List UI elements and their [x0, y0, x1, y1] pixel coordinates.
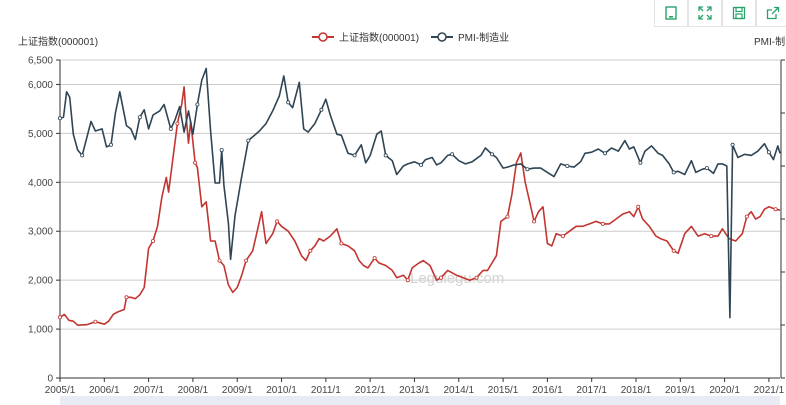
x-tick-label: 2018/1 [621, 385, 652, 396]
x-tick-label: 2017/1 [576, 385, 607, 396]
data-point-index[interactable] [193, 160, 198, 165]
data-point-pmi[interactable] [352, 153, 357, 158]
data-point-pmi[interactable] [671, 170, 676, 175]
data-point-pmi[interactable] [286, 100, 291, 105]
x-tick-label: 2013/1 [399, 385, 430, 396]
data-point-pmi[interactable] [109, 142, 114, 147]
left-axis-title: 上证指数(000001) [18, 35, 98, 48]
x-tick-label: 2009/1 [222, 385, 253, 396]
x-tick-label: 2019/1 [665, 385, 696, 396]
x-tick-label: 2008/1 [178, 385, 209, 396]
data-point-pmi[interactable] [383, 153, 388, 158]
x-tick-label: 2021/1 [754, 385, 785, 396]
data-point-pmi[interactable] [766, 150, 771, 155]
data-point-pmi[interactable] [137, 115, 142, 120]
y-tick-label: 2,000 [28, 276, 53, 287]
x-tick-label: 2010/1 [266, 385, 297, 396]
data-point-index[interactable] [636, 204, 641, 209]
grid [60, 59, 780, 330]
data-point-index[interactable] [217, 258, 222, 263]
data-view-button[interactable] [654, 0, 688, 27]
data-point-index[interactable] [671, 248, 676, 253]
data-point-pmi[interactable] [195, 102, 200, 107]
data-point-pmi[interactable] [58, 116, 63, 121]
data-point-index[interactable] [474, 275, 479, 280]
x-tick-label: 2016/1 [532, 385, 563, 396]
legend-marker-pmi [437, 32, 447, 42]
y-tick-label: 6,000 [28, 80, 53, 91]
data-point-pmi[interactable] [704, 166, 709, 171]
fullscreen-button[interactable] [688, 0, 722, 27]
data-point-index[interactable] [438, 275, 443, 280]
data-point-index[interactable] [124, 295, 129, 300]
data-view-icon [665, 6, 677, 20]
series-line-pmi [59, 67, 781, 319]
right-axis-title: PMI-制 [754, 35, 785, 48]
data-point-pmi[interactable] [219, 148, 224, 153]
series-line-index [59, 86, 781, 327]
data-point-pmi[interactable] [450, 152, 455, 157]
x-tick-label: 2020/1 [709, 385, 740, 396]
x-tick-label: 2015/1 [488, 385, 519, 396]
data-point-pmi[interactable] [80, 153, 85, 158]
chart-toolbox [654, 0, 786, 27]
legend-marker-index [318, 32, 328, 42]
x-tick-label: 2014/1 [443, 385, 474, 396]
save-image-icon [732, 6, 746, 20]
y-tick-label: 4,000 [28, 178, 53, 189]
y-tick-label: 3,000 [28, 227, 53, 238]
data-point-pmi[interactable] [603, 151, 608, 156]
y-tick-label: 6,500 [28, 56, 53, 67]
data-zoom-slider[interactable] [60, 396, 780, 405]
legend-label-index: 上证指数(000001) [339, 31, 419, 44]
x-tick-label: 2011/1 [311, 385, 341, 396]
y-tick-label: 1,000 [28, 325, 53, 336]
data-point-pmi[interactable] [638, 160, 643, 165]
data-point-pmi[interactable] [489, 152, 494, 157]
share-icon [766, 6, 780, 20]
data-point-index[interactable] [560, 234, 565, 239]
fullscreen-icon [698, 6, 712, 20]
x-tick-label: 2012/1 [355, 385, 386, 396]
data-point-index[interactable] [372, 256, 377, 261]
x-tick-label: 2005/1 [45, 385, 76, 396]
data-point-index[interactable] [709, 234, 714, 239]
legend-label-pmi: PMI-制造业 [458, 31, 509, 44]
save-image-button[interactable] [722, 0, 756, 27]
data-point-index[interactable] [58, 315, 63, 320]
data-point-pmi[interactable] [246, 138, 251, 143]
data-point-index[interactable] [339, 241, 344, 246]
data-point-index[interactable] [532, 219, 537, 224]
y-tick-label: 0 [47, 374, 53, 385]
data-point-index[interactable] [600, 221, 605, 226]
data-point-index[interactable] [744, 214, 749, 219]
data-point-index[interactable] [244, 258, 249, 263]
data-point-index[interactable] [773, 207, 778, 212]
legend-item-index[interactable]: 上证指数(000001) [312, 31, 419, 44]
data-point-index[interactable] [93, 319, 98, 324]
data-point-index[interactable] [275, 219, 280, 224]
y-tick-label: 5,000 [28, 129, 53, 140]
data-point-pmi[interactable] [730, 142, 735, 147]
data-point-pmi[interactable] [419, 162, 424, 167]
data-point-index[interactable] [308, 248, 313, 253]
data-point-index[interactable] [175, 121, 180, 126]
axes: 0 1,000 2,000 3,000 4,000 5,000 6,000 6,500 2005… [28, 56, 785, 396]
legend-item-pmi[interactable]: PMI-制造业 [431, 31, 509, 44]
data-point-index[interactable] [505, 214, 510, 219]
data-point-pmi[interactable] [525, 167, 530, 172]
watermark: Legulegu.com [410, 270, 504, 287]
data-point-pmi[interactable] [565, 163, 570, 168]
data-point-pmi[interactable] [168, 126, 173, 131]
series [58, 67, 781, 327]
data-point-index[interactable] [150, 238, 155, 243]
x-tick-label: 2006/1 [89, 385, 120, 396]
x-tick-label: 2007/1 [133, 385, 164, 396]
data-point-pmi[interactable] [319, 107, 324, 112]
legend: 上证指数(000001) PMI-制造业 [312, 31, 509, 44]
data-point-index[interactable] [405, 278, 410, 283]
share-button[interactable] [756, 0, 786, 27]
